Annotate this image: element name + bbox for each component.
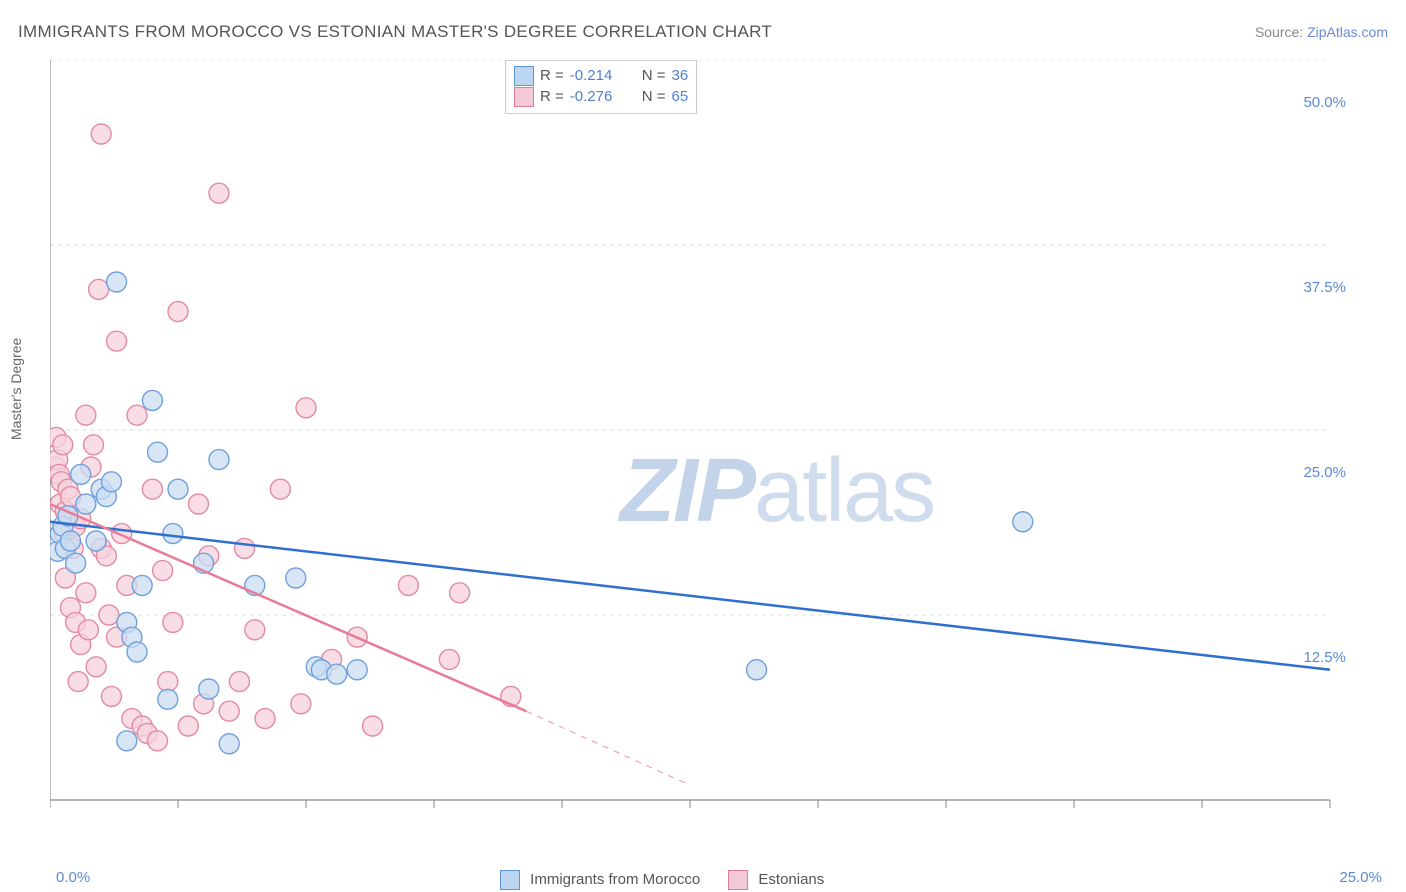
plot-area: ZIPatlas R = -0.214 N = 36 R = -0.276 N … xyxy=(50,60,1370,830)
chart-title: IMMIGRANTS FROM MOROCCO VS ESTONIAN MAST… xyxy=(18,22,772,42)
swatch-morocco xyxy=(514,66,534,86)
stats-row-estonians: R = -0.276 N = 65 xyxy=(514,86,688,107)
legend-item-estonians: Estonians xyxy=(728,870,824,890)
r-value-estonians: -0.276 xyxy=(570,86,636,107)
ytick-25: 25.0% xyxy=(1303,464,1346,481)
legend-item-morocco: Immigrants from Morocco xyxy=(500,870,700,890)
n-label: N = xyxy=(642,86,666,107)
source-label: Source: xyxy=(1255,24,1303,40)
n-label: N = xyxy=(642,65,666,86)
legend-label-morocco: Immigrants from Morocco xyxy=(530,871,700,888)
r-label: R = xyxy=(540,86,564,107)
stats-legend: R = -0.214 N = 36 R = -0.276 N = 65 xyxy=(505,60,697,114)
ytick-37-5: 37.5% xyxy=(1303,279,1346,296)
ytick-12-5: 12.5% xyxy=(1303,649,1346,666)
xtick-25: 25.0% xyxy=(1339,869,1382,886)
series-legend: Immigrants from Morocco Estonians xyxy=(500,870,824,890)
xtick-0: 0.0% xyxy=(56,869,90,886)
swatch-estonians xyxy=(514,87,534,107)
source-link[interactable]: ZipAtlas.com xyxy=(1307,24,1388,40)
legend-swatch-morocco xyxy=(500,870,520,890)
n-value-estonians: 65 xyxy=(672,86,689,107)
y-axis-label: Master's Degree xyxy=(8,338,24,440)
source-attribution: Source: ZipAtlas.com xyxy=(1255,24,1388,40)
scatter-svg xyxy=(50,60,1370,830)
r-label: R = xyxy=(540,65,564,86)
n-value-morocco: 36 xyxy=(672,65,689,86)
legend-label-estonians: Estonians xyxy=(758,871,824,888)
ytick-50: 50.0% xyxy=(1303,94,1346,111)
stats-row-morocco: R = -0.214 N = 36 xyxy=(514,65,688,86)
r-value-morocco: -0.214 xyxy=(570,65,636,86)
legend-swatch-estonians xyxy=(728,870,748,890)
